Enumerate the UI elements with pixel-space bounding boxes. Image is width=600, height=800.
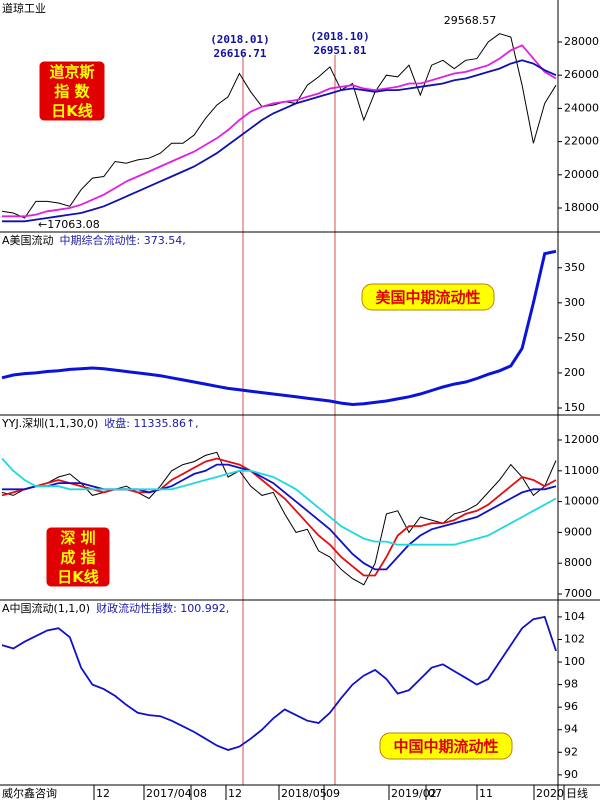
x-tick-label: 07: [428, 787, 442, 800]
x-tick-label: 2018/05: [281, 787, 327, 800]
x-tick-label: 2019/02: [391, 787, 437, 800]
y-tick-label: 300: [564, 296, 585, 309]
badge-text: 指 数: [54, 83, 90, 101]
annotation-value: ←17063.08: [38, 218, 100, 231]
y-tick-label: 96: [564, 700, 578, 713]
badge-text: 中国中期流动性: [393, 738, 498, 756]
x-tick-label: 09: [326, 787, 340, 800]
y-tick-label: 28000: [564, 35, 599, 48]
source: 威尔鑫咨询: [2, 786, 57, 800]
y-tick-label: 24000: [564, 101, 599, 114]
x-tick-label: 2020: [536, 787, 564, 800]
y-tick-label: 8000: [564, 556, 592, 569]
badge-text: 成 指: [60, 549, 95, 567]
panel-header: 道琼工业: [2, 1, 46, 15]
panel-header: 中期综合流动性: 373.54,: [60, 233, 186, 247]
panel-header: 财政流动性指数: 100.992,: [96, 601, 229, 615]
panel-header: 收盘: 11335.86↑,: [104, 416, 198, 430]
y-tick-label: 10000: [564, 495, 599, 508]
x-tick-label: 12: [96, 787, 110, 800]
y-tick-label: 200: [564, 366, 585, 379]
series-line: [1, 451, 557, 586]
y-tick-label: 350: [564, 261, 585, 274]
series-line: [2, 463, 557, 571]
y-tick-label: 104: [564, 610, 585, 623]
badge-box: [39, 61, 105, 121]
annotation-value: 29568.57: [444, 14, 497, 27]
y-tick-label: 92: [564, 745, 578, 758]
y-tick-label: 102: [564, 632, 585, 645]
panel-header: YYJ.深圳(1,1,30,0): [1, 417, 98, 430]
x-tick-label: 11: [479, 787, 493, 800]
y-tick-label: 26000: [564, 68, 599, 81]
x-tick-label: 日线: [566, 786, 588, 800]
annotation-value: 26616.71: [214, 47, 267, 60]
y-tick-label: 90: [564, 768, 578, 781]
y-tick-label: 22000: [564, 135, 599, 148]
badge-text: 美国中期流动性: [375, 289, 480, 307]
y-tick-label: 98: [564, 678, 578, 691]
badge-text: 深 圳: [60, 529, 95, 547]
y-tick-label: 20000: [564, 168, 599, 181]
series-line: [2, 44, 557, 218]
x-tick-label: 08: [193, 787, 207, 800]
badge-box: [361, 283, 495, 311]
series-line: [2, 59, 557, 223]
series-line: [1, 457, 557, 546]
y-tick-label: 100: [564, 655, 585, 668]
panel-header: A中国流动(1,1,0): [2, 601, 90, 615]
y-tick-label: 12000: [564, 433, 599, 446]
y-tick-label: 18000: [564, 201, 599, 214]
annotation-date: (2018.01): [210, 33, 270, 46]
series-line: [1, 249, 557, 407]
x-tick-label: 12: [228, 787, 242, 800]
y-tick-label: 7000: [564, 587, 592, 600]
badge-box: [46, 527, 110, 587]
panel-header: A美国流动: [2, 233, 54, 247]
y-tick-label: 250: [564, 331, 585, 344]
x-tick-label: 2017/04: [146, 787, 192, 800]
badge-box: [379, 732, 513, 760]
y-tick-label: 9000: [564, 525, 592, 538]
annotation-date: (2018.10): [310, 30, 370, 43]
y-tick-label: 11000: [564, 464, 599, 477]
badge-text: 日K线: [51, 102, 93, 120]
series-line: [1, 615, 557, 751]
y-tick-label: 150: [564, 401, 585, 414]
badge-text: 日K线: [57, 568, 99, 586]
badge-text: 道京斯: [49, 63, 94, 81]
annotation-value: 26951.81: [314, 44, 367, 57]
y-tick-label: 94: [564, 723, 578, 736]
